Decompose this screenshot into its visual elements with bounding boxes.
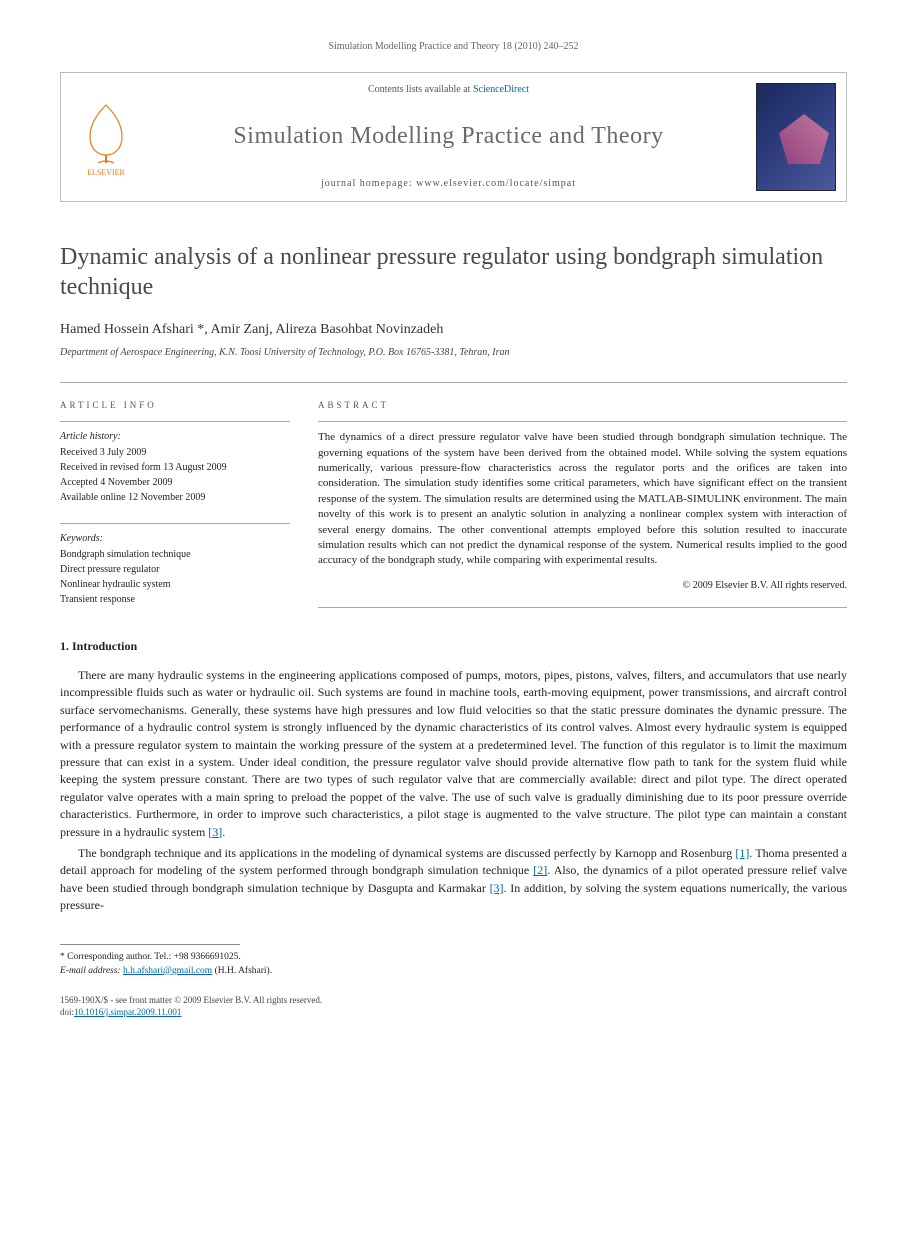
keywords-block: Keywords: Bondgraph simulation technique… bbox=[60, 523, 290, 607]
email-owner: (H.H. Afshari). bbox=[215, 966, 273, 976]
running-header: Simulation Modelling Practice and Theory… bbox=[60, 40, 847, 54]
corr-email-line: E-mail address: h.h.afshari@gmail.com (H… bbox=[60, 965, 847, 978]
history-label: Article history: bbox=[60, 430, 290, 444]
keyword-item: Direct pressure regulator bbox=[60, 563, 290, 577]
ref-link-1[interactable]: [1] bbox=[735, 846, 749, 860]
doi-line: doi:10.1016/j.simpat.2009.11.001 bbox=[60, 1006, 847, 1018]
abstract-label: ABSTRACT bbox=[318, 399, 847, 412]
journal-cover-icon bbox=[756, 83, 836, 191]
elsevier-tree-icon: ELSEVIER bbox=[74, 97, 138, 177]
footnote-rule bbox=[60, 944, 240, 945]
keyword-item: Bondgraph simulation technique bbox=[60, 548, 290, 562]
intro-p1-tail: . bbox=[222, 825, 225, 839]
corresponding-author-footnote: * Corresponding author. Tel.: +98 936669… bbox=[60, 951, 847, 978]
article-history-block: Article history: Received 3 July 2009 Re… bbox=[60, 421, 290, 505]
abstract-column: ABSTRACT The dynamics of a direct pressu… bbox=[318, 399, 847, 609]
intro-paragraph-1: There are many hydraulic systems in the … bbox=[60, 667, 847, 841]
intro-paragraph-2: The bondgraph technique and its applicat… bbox=[60, 845, 847, 915]
intro-p2-a: The bondgraph technique and its applicat… bbox=[78, 846, 735, 860]
ref-link-2[interactable]: [2] bbox=[533, 863, 547, 877]
keyword-item: Transient response bbox=[60, 593, 290, 607]
affiliation: Department of Aerospace Engineering, K.N… bbox=[60, 346, 847, 360]
article-info-column: ARTICLE INFO Article history: Received 3… bbox=[60, 399, 290, 609]
article-title: Dynamic analysis of a nonlinear pressure… bbox=[60, 242, 847, 302]
banner-center: Contents lists available at ScienceDirec… bbox=[151, 73, 746, 201]
history-accepted: Accepted 4 November 2009 bbox=[60, 476, 290, 490]
history-online: Available online 12 November 2009 bbox=[60, 491, 290, 505]
cover-thumbnail-box bbox=[746, 73, 846, 201]
info-abstract-row: ARTICLE INFO Article history: Received 3… bbox=[60, 382, 847, 609]
keyword-item: Nonlinear hydraulic system bbox=[60, 578, 290, 592]
email-label: E-mail address: bbox=[60, 966, 121, 976]
abstract-copyright: © 2009 Elsevier B.V. All rights reserved… bbox=[318, 579, 847, 593]
history-received: Received 3 July 2009 bbox=[60, 446, 290, 460]
publisher-name: ELSEVIER bbox=[87, 168, 125, 177]
section-heading-introduction: 1. Introduction bbox=[60, 638, 847, 655]
publisher-logo-box: ELSEVIER bbox=[61, 73, 151, 201]
author-list: Hamed Hossein Afshari *, Amir Zanj, Alir… bbox=[60, 320, 847, 340]
corr-author-line: * Corresponding author. Tel.: +98 936669… bbox=[60, 951, 847, 964]
ref-link-3[interactable]: [3] bbox=[208, 825, 222, 839]
intro-p1-text: There are many hydraulic systems in the … bbox=[60, 668, 847, 839]
history-revised: Received in revised form 13 August 2009 bbox=[60, 461, 290, 475]
front-matter-block: 1569-190X/$ - see front matter © 2009 El… bbox=[60, 994, 847, 1018]
doi-link[interactable]: 10.1016/j.simpat.2009.11.001 bbox=[74, 1007, 181, 1017]
journal-banner: ELSEVIER Contents lists available at Sci… bbox=[60, 72, 847, 202]
sciencedirect-link[interactable]: ScienceDirect bbox=[473, 84, 529, 95]
contents-available-line: Contents lists available at ScienceDirec… bbox=[163, 83, 734, 97]
keywords-label: Keywords: bbox=[60, 532, 290, 546]
front-matter-line: 1569-190X/$ - see front matter © 2009 El… bbox=[60, 994, 847, 1006]
journal-homepage-line: journal homepage: www.elsevier.com/locat… bbox=[163, 177, 734, 191]
corr-email-link[interactable]: h.h.afshari@gmail.com bbox=[123, 966, 212, 976]
article-info-label: ARTICLE INFO bbox=[60, 399, 290, 412]
abstract-bottom-rule bbox=[318, 607, 847, 608]
journal-name: Simulation Modelling Practice and Theory bbox=[163, 120, 734, 154]
contents-prefix: Contents lists available at bbox=[368, 84, 473, 95]
ref-link-3b[interactable]: [3] bbox=[490, 881, 504, 895]
abstract-text: The dynamics of a direct pressure regula… bbox=[318, 421, 847, 569]
homepage-prefix: journal homepage: bbox=[321, 178, 416, 189]
homepage-url: www.elsevier.com/locate/simpat bbox=[416, 178, 576, 189]
doi-label: doi: bbox=[60, 1007, 74, 1017]
